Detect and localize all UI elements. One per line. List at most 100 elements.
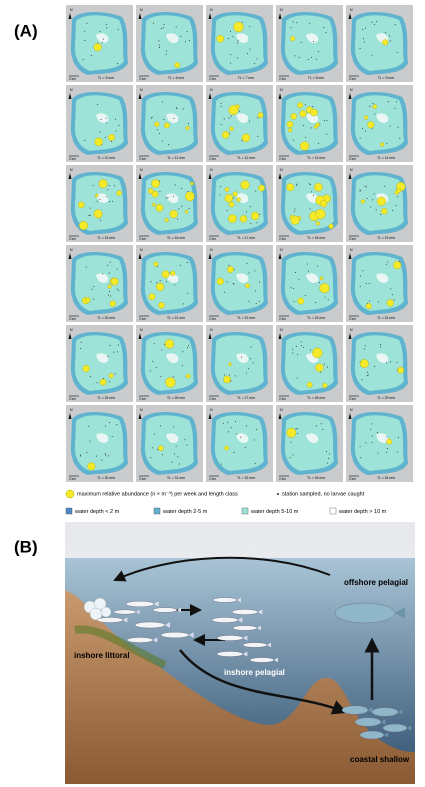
station bbox=[370, 429, 371, 430]
station bbox=[90, 208, 91, 209]
scale-label: 2 km bbox=[279, 77, 286, 81]
station bbox=[380, 346, 381, 347]
station bbox=[368, 374, 369, 375]
abundance-circle bbox=[373, 105, 377, 109]
abundance-circle bbox=[170, 271, 175, 276]
map: N2 kmTL = 32 mm bbox=[206, 405, 273, 482]
station bbox=[158, 40, 159, 41]
station bbox=[374, 193, 375, 194]
station bbox=[238, 40, 239, 41]
station bbox=[313, 41, 314, 42]
legend-swatch bbox=[242, 508, 248, 514]
page: (A) (B) N2 kmTL = 5 mmN2 kmTL = 6 mmN2 k… bbox=[0, 0, 425, 787]
length-label: TL = 32 mm bbox=[237, 476, 255, 480]
abundance-circle bbox=[258, 185, 264, 191]
station bbox=[111, 141, 112, 142]
station bbox=[177, 456, 178, 457]
map: N2 kmTL = 24 mm bbox=[346, 245, 413, 322]
station bbox=[228, 431, 229, 432]
abundance-circle bbox=[109, 373, 114, 378]
abundance-circle bbox=[228, 363, 231, 366]
map: N2 kmTL = 13 mm bbox=[276, 85, 343, 162]
abundance-circle bbox=[229, 202, 234, 207]
station bbox=[246, 263, 247, 264]
station bbox=[106, 27, 107, 28]
station bbox=[297, 184, 298, 185]
scale-label: 2 km bbox=[69, 157, 76, 161]
station bbox=[395, 24, 396, 25]
scale-label: 2 km bbox=[349, 397, 356, 401]
station bbox=[162, 101, 163, 102]
station bbox=[83, 59, 84, 60]
station bbox=[386, 436, 387, 437]
station bbox=[384, 186, 385, 187]
station bbox=[93, 185, 94, 186]
station bbox=[367, 372, 368, 373]
station bbox=[305, 295, 306, 296]
station bbox=[168, 144, 169, 145]
station bbox=[160, 280, 161, 281]
scale-label: 2 km bbox=[139, 77, 146, 81]
station bbox=[187, 31, 188, 32]
station bbox=[291, 442, 292, 443]
scale-label: 2 km bbox=[209, 157, 216, 161]
abundance-circle bbox=[310, 109, 317, 116]
station bbox=[250, 206, 251, 207]
station bbox=[107, 265, 108, 266]
station bbox=[109, 201, 110, 202]
station bbox=[360, 191, 361, 192]
length-label: TL = 6 mm bbox=[168, 76, 184, 80]
station bbox=[161, 350, 162, 351]
station bbox=[84, 140, 85, 141]
abundance-circle bbox=[149, 294, 155, 300]
station bbox=[396, 101, 397, 102]
larva bbox=[217, 651, 243, 656]
station bbox=[221, 464, 222, 465]
station bbox=[294, 209, 295, 210]
station bbox=[321, 423, 322, 424]
station bbox=[313, 195, 314, 196]
map: N2 kmTL = 19 mm bbox=[346, 165, 413, 242]
station bbox=[242, 22, 243, 23]
legend-text: water depth 2-5 m bbox=[162, 509, 208, 515]
scale-label: 2 km bbox=[139, 157, 146, 161]
station bbox=[188, 345, 189, 346]
station bbox=[179, 463, 180, 464]
station bbox=[324, 364, 325, 365]
station bbox=[150, 281, 151, 282]
lake bbox=[145, 95, 194, 151]
length-label: TL = 21 mm bbox=[167, 316, 185, 320]
station bbox=[386, 143, 387, 144]
station bbox=[90, 215, 91, 216]
station bbox=[118, 29, 119, 30]
station bbox=[309, 23, 310, 24]
abundance-circle bbox=[234, 22, 244, 32]
station bbox=[370, 207, 371, 208]
station bbox=[301, 42, 302, 43]
length-label: TL = 30 mm bbox=[97, 476, 115, 480]
station bbox=[86, 452, 87, 453]
station bbox=[167, 197, 168, 198]
station bbox=[318, 51, 319, 52]
station bbox=[317, 266, 318, 267]
station bbox=[173, 376, 174, 377]
abundance-circle bbox=[170, 210, 178, 218]
scale-label: 2 km bbox=[279, 397, 286, 401]
station bbox=[297, 428, 298, 429]
station bbox=[326, 134, 327, 135]
abundance-circle bbox=[186, 374, 190, 378]
larva bbox=[127, 637, 153, 642]
station bbox=[387, 261, 388, 262]
abundance-circle bbox=[156, 204, 163, 211]
station bbox=[103, 378, 104, 379]
station bbox=[233, 198, 234, 199]
station bbox=[367, 375, 368, 376]
station bbox=[237, 57, 238, 58]
station bbox=[231, 427, 232, 428]
station bbox=[377, 453, 378, 454]
larva bbox=[161, 632, 189, 638]
abundance-circle bbox=[329, 224, 334, 229]
station bbox=[303, 347, 304, 348]
station bbox=[166, 197, 167, 198]
legend-text: station sampled, no larvae caught bbox=[282, 491, 365, 497]
